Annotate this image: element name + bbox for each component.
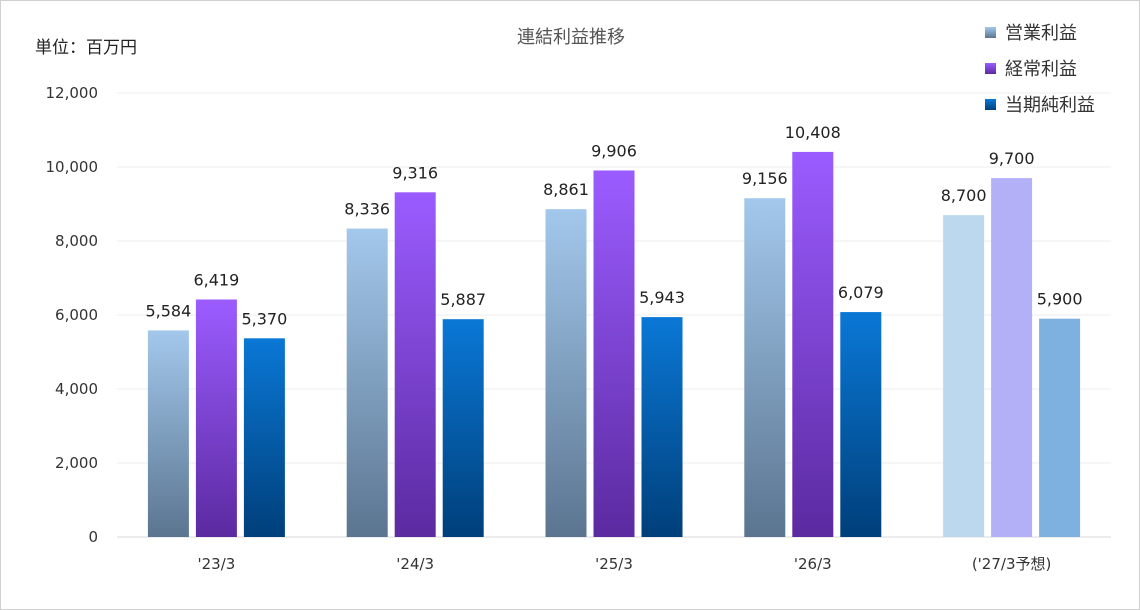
bar	[840, 312, 882, 537]
legend-label: 経常利益	[1005, 59, 1077, 80]
x-tick-label: '24/3	[396, 555, 434, 573]
x-tick-label: '23/3	[197, 555, 235, 573]
bar	[792, 151, 834, 538]
data-label: 5,584	[145, 301, 191, 320]
bar	[593, 170, 635, 537]
y-tick-label: 0	[88, 528, 98, 546]
legend-swatch	[985, 63, 996, 74]
data-label: 8,861	[543, 180, 589, 199]
data-label: 8,336	[344, 200, 390, 219]
chart-title: 連結利益推移	[517, 27, 625, 48]
y-tick-label: 2,000	[55, 454, 98, 472]
data-label: 9,156	[742, 169, 788, 188]
bar	[195, 299, 237, 537]
data-label: 6,079	[838, 283, 884, 302]
bar	[346, 228, 388, 537]
data-label: 9,906	[591, 141, 637, 160]
bar	[744, 198, 786, 537]
x-tick-label: '25/3	[595, 555, 633, 573]
bar	[943, 215, 985, 537]
legend-swatch	[985, 27, 996, 38]
bars	[147, 151, 1081, 538]
bar	[243, 338, 285, 537]
data-label: 5,900	[1037, 290, 1083, 309]
bar	[394, 192, 436, 538]
legend-swatch	[985, 99, 996, 110]
bar	[1039, 318, 1081, 537]
bar	[991, 178, 1033, 537]
legend-label: 営業利益	[1005, 23, 1077, 44]
data-label: 9,316	[392, 163, 438, 182]
unit-label: 単位：百万円	[35, 38, 137, 58]
data-label: 10,408	[785, 123, 841, 142]
y-tick-label: 8,000	[55, 232, 98, 250]
y-tick-label: 12,000	[46, 84, 99, 102]
bar	[442, 319, 484, 537]
data-label: 6,419	[193, 270, 239, 289]
x-axis-categories: '23/3 '24/3 '25/3 '26/3 ('27/3予想)	[197, 555, 1051, 573]
legend-label: 当期純利益	[1005, 95, 1095, 116]
y-tick-label: 6,000	[55, 306, 98, 324]
bar	[147, 330, 189, 537]
x-tick-label: '26/3	[794, 555, 832, 573]
data-label: 8,700	[941, 186, 987, 205]
x-tick-label: ('27/3予想)	[972, 555, 1052, 573]
bar	[641, 317, 683, 537]
y-axis-ticks: 0 2,000 4,000 6,000 8,000 10,000 12,000	[46, 84, 99, 546]
y-tick-label: 10,000	[46, 158, 99, 176]
data-label: 9,700	[989, 149, 1035, 168]
y-tick-label: 4,000	[55, 380, 98, 398]
data-label: 5,370	[241, 309, 287, 328]
data-label: 5,943	[639, 288, 685, 307]
data-label: 5,887	[440, 290, 486, 309]
bar	[545, 209, 587, 537]
